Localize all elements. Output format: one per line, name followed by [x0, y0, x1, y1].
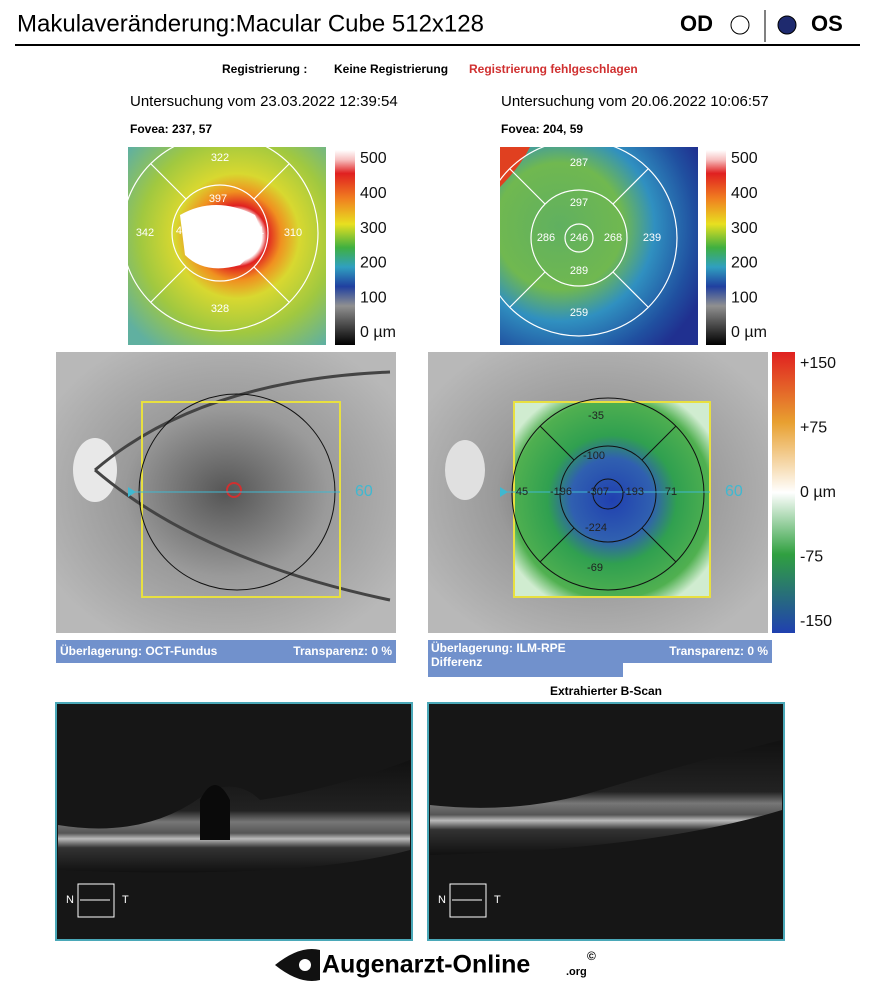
od-radio	[730, 15, 750, 35]
sector-value: -196	[550, 486, 572, 498]
bscan-image: N T	[427, 702, 785, 941]
exam-date: Untersuchung vom 23.03.2022 12:39:54	[130, 93, 398, 110]
scan-length: 60	[725, 483, 743, 500]
logo-name: Augenarzt-Online	[322, 951, 530, 979]
logo-copyright: ©	[587, 949, 596, 963]
title: Makulaveränderung:Macular Cube 512x128	[17, 10, 484, 37]
scale-label: 0 µm	[800, 484, 836, 501]
scale-label: +75	[800, 420, 827, 437]
sector-value: 246	[570, 232, 588, 244]
scan-length: 60	[355, 483, 373, 500]
scale-label: -75	[800, 549, 823, 566]
sector-value: -224	[585, 522, 607, 534]
sector-value: -69	[587, 562, 603, 574]
sector-value: -35	[588, 410, 604, 422]
sector-value: 289	[570, 265, 588, 277]
scale-label: 400	[360, 185, 387, 202]
scale-label: 400	[731, 185, 758, 202]
sector-value: 297	[570, 197, 588, 209]
scale-label: 200	[731, 255, 758, 272]
transparency-label: Transparenz: 0 %	[669, 644, 768, 658]
logo: Augenarzt-Online .org ©	[275, 949, 596, 981]
sector-value: 268	[604, 232, 622, 244]
logo-suffix: .org	[566, 966, 587, 978]
transparency-label: Transparenz: 0 %	[293, 644, 392, 658]
thickness-map: 287 297 286 246 268 239 289 259	[480, 139, 698, 345]
od-label: OD	[680, 11, 713, 36]
scale-label: 100	[731, 289, 758, 306]
sector-value: 61	[252, 225, 264, 237]
scale-label: 300	[360, 220, 387, 237]
sector-value: 310	[284, 227, 302, 239]
color-scale	[772, 352, 795, 633]
scale-label: 500	[731, 150, 758, 167]
reg-status: Registrierung fehlgeschlagen	[469, 62, 638, 76]
color-scale	[335, 150, 355, 345]
reg-label: Registrierung :	[222, 62, 307, 76]
orientation-label: N	[66, 894, 74, 906]
overlay-label: Überlagerung: ILM-RPE Differenz	[431, 641, 566, 669]
sector-value: 342	[136, 227, 154, 239]
sector-value: -307	[587, 486, 609, 498]
exam-date: Untersuchung vom 20.06.2022 10:06:57	[501, 93, 769, 110]
scale-label: 100	[360, 289, 387, 306]
os-label: OS	[811, 11, 843, 36]
orientation-label: T	[122, 894, 129, 906]
sector-value: 397	[209, 193, 227, 205]
overlay-bar	[56, 640, 396, 663]
sector-value: 239	[643, 232, 661, 244]
scale-label: 500	[360, 150, 387, 167]
sector-value: 328	[211, 303, 229, 315]
thickness-map: 322 397 342 48 61 310 328	[121, 134, 326, 345]
bscan-title: Extrahierter B-Scan	[550, 684, 662, 698]
reg-value: Keine Registrierung	[334, 62, 448, 76]
scale-label: +150	[800, 355, 836, 372]
overlay-label: Überlagerung: OCT-Fundus	[60, 643, 218, 658]
fundus-image: -35 -100 45 -196 -307 -193 71 -224 -69 6…	[428, 352, 768, 633]
sector-value: 71	[665, 486, 677, 498]
bscan-image: N T	[55, 702, 413, 941]
scale-label: 200	[360, 255, 387, 272]
sector-value: -193	[622, 486, 644, 498]
fovea: Fovea: 237, 57	[130, 122, 212, 136]
sector-value: 45	[516, 486, 528, 498]
color-scale	[706, 150, 726, 345]
fovea: Fovea: 204, 59	[501, 122, 583, 136]
os-radio	[777, 15, 797, 35]
scale-label: 300	[731, 220, 758, 237]
sector-value: 48	[176, 225, 188, 237]
overlay-label-box: Überlagerung: ILM-RPE Differenz	[431, 641, 566, 669]
scale-label: 0 µm	[731, 324, 767, 341]
sector-value: 286	[537, 232, 555, 244]
orientation-label: N	[438, 894, 446, 906]
orientation-label: T	[494, 894, 501, 906]
sector-value: 259	[570, 307, 588, 319]
sector-value: -100	[583, 450, 605, 462]
scale-label: -150	[800, 613, 832, 630]
sector-value: 287	[570, 157, 588, 169]
sector-value: 322	[211, 152, 229, 164]
scale-label: 0 µm	[360, 324, 396, 341]
overlay-bar	[428, 640, 772, 677]
fundus-image: 60	[56, 352, 396, 633]
